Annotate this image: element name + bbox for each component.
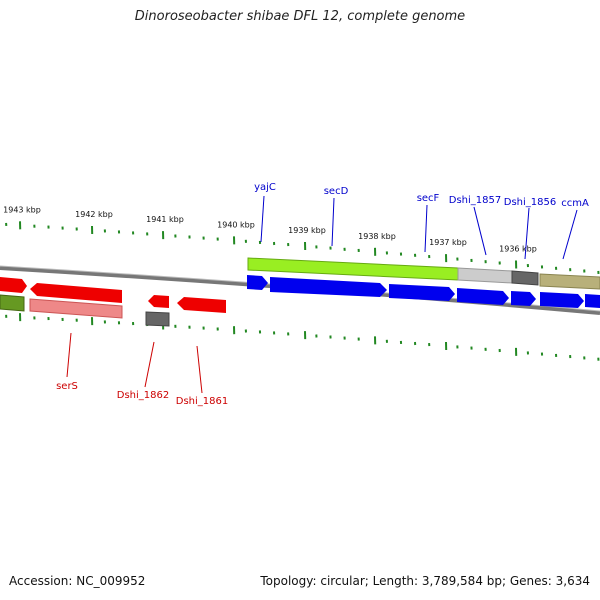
scale-label-7: 1936 kbp — [499, 245, 537, 254]
scale-label-4: 1939 kbp — [288, 226, 326, 235]
leader-secF — [424, 204, 428, 253]
label-Dshi_1857[interactable]: Dshi_1857 — [449, 195, 501, 206]
label-Dshi_1856[interactable]: Dshi_1856 — [504, 197, 556, 208]
scale-label-5: 1938 kbp — [358, 232, 396, 241]
label-secD[interactable]: secD — [324, 186, 349, 197]
forward-label-lines — [260, 195, 578, 260]
scale-label-6: 1937 kbp — [429, 238, 467, 247]
accession-label: Accession: NC_009952 — [9, 574, 146, 588]
scale-labels: 1943 kbp 1942 kbp 1941 kbp 1940 kbp 1939 kbp… — [3, 205, 537, 253]
gene-Dshi_1862[interactable] — [145, 311, 170, 327]
label-Dshi_1862[interactable]: Dshi_1862 — [117, 390, 169, 401]
reverse-feature-row — [0, 277, 226, 327]
cds-ccmA[interactable] — [540, 292, 584, 308]
gene-ccmA[interactable] — [539, 273, 600, 290]
inner-scale-ticks — [5, 313, 600, 361]
cds-Dshi_1861[interactable] — [177, 297, 226, 313]
cds-Dshi_1862[interactable] — [148, 295, 169, 308]
cds-next-forward[interactable] — [585, 294, 600, 308]
leader-Dshi_1857 — [473, 206, 487, 256]
cds-Dshi_1857[interactable] — [457, 288, 509, 305]
gene-left-edge[interactable] — [0, 294, 25, 312]
forward-gene-row — [247, 257, 600, 290]
cds-serS[interactable] — [30, 283, 122, 303]
leader-yajC — [260, 195, 265, 243]
cds-secF[interactable] — [389, 284, 455, 301]
label-ccmA[interactable]: ccmA — [561, 198, 589, 209]
leader-Dshi_1862 — [144, 341, 155, 388]
scale-label-3: 1940 kbp — [217, 220, 255, 229]
cds-left-edge[interactable] — [0, 277, 27, 293]
gene-serS[interactable] — [29, 298, 123, 319]
leader-serS — [66, 332, 72, 378]
leader-ccmA — [562, 209, 578, 260]
forward-gene-labels: yajC secD secF Dshi_1857 Dshi_1856 ccmA — [254, 182, 589, 209]
cds-secD[interactable] — [270, 277, 387, 297]
reverse-gene-labels: serS Dshi_1862 Dshi_1861 — [56, 381, 228, 407]
reverse-label-lines — [66, 332, 203, 394]
genome-stats: Topology: circular; Length: 3,789,584 bp… — [260, 574, 590, 588]
label-secF[interactable]: secF — [417, 193, 440, 204]
label-serS[interactable]: serS — [56, 381, 78, 392]
label-yajC[interactable]: yajC — [254, 182, 276, 193]
leader-Dshi_1861 — [196, 345, 203, 394]
outer-scale-ticks — [5, 221, 600, 274]
map-title: Dinoroseobacter shibae DFL 12, complete … — [134, 9, 466, 24]
gene-Dshi_1857[interactable] — [457, 267, 513, 284]
leader-secD — [331, 197, 335, 247]
gene-yajC-secD-secF[interactable] — [247, 257, 459, 281]
cds-Dshi_1856[interactable] — [511, 291, 536, 306]
leader-Dshi_1856 — [524, 207, 530, 260]
gene-Dshi_1856[interactable] — [511, 270, 539, 286]
cds-yajC[interactable] — [247, 275, 268, 290]
label-Dshi_1861[interactable]: Dshi_1861 — [176, 396, 228, 407]
scale-label-0: 1943 kbp — [3, 205, 41, 214]
forward-cds-row — [247, 275, 600, 308]
scale-label-2: 1941 kbp — [146, 215, 184, 224]
scale-label-1: 1942 kbp — [75, 210, 113, 219]
